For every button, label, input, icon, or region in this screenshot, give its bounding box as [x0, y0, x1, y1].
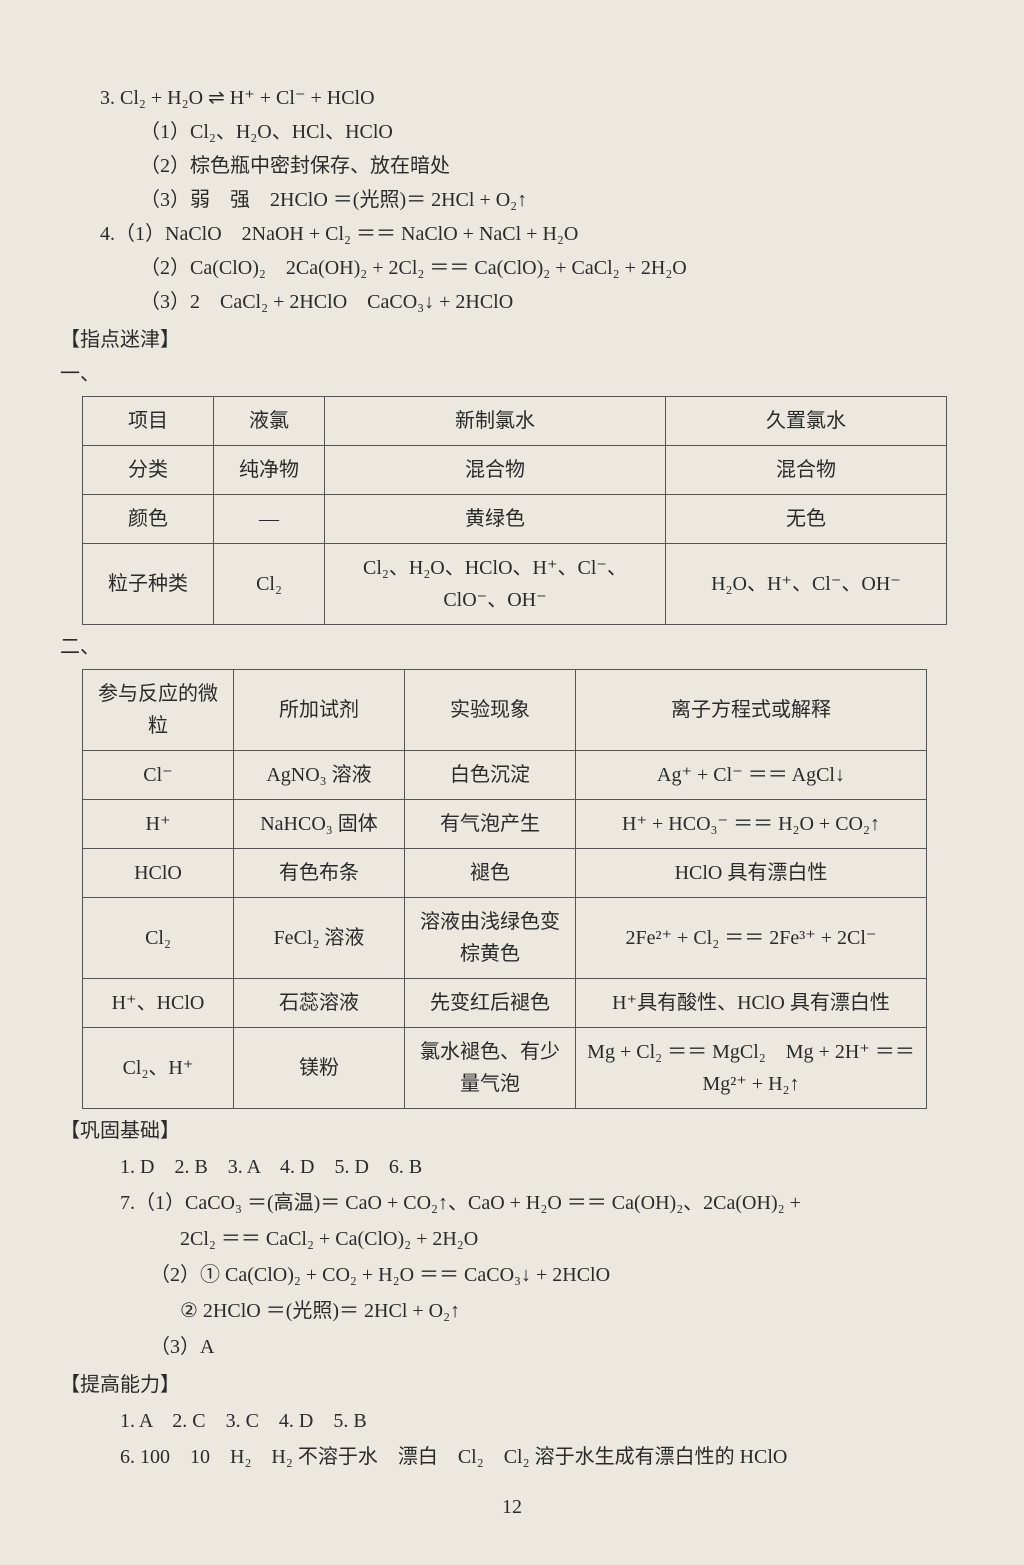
- cell: 褪色: [405, 849, 576, 898]
- cell: HClO: [83, 849, 234, 898]
- q3-main: 3. Cl₂ + H₂O ⇌ H⁺ + Cl⁻ + HClO: [100, 82, 964, 114]
- cell: 久置氯水: [666, 397, 947, 446]
- label-two: 二、: [60, 631, 964, 663]
- q4-sub3: （3）2 CaCl₂ + 2HClO CaCO₃↓ + 2HClO: [140, 286, 964, 318]
- cell: Cl₂、H⁺: [83, 1028, 234, 1109]
- cell: AgNO₃ 溶液: [234, 751, 405, 800]
- cell: H⁺: [83, 800, 234, 849]
- cell: NaHCO₃ 固体: [234, 800, 405, 849]
- cell: 镁粉: [234, 1028, 405, 1109]
- cell: HClO 具有漂白性: [576, 849, 927, 898]
- advanced-q6: 6. 100 10 H₂ H₂ 不溶于水 漂白 Cl₂ Cl₂ 溶于水生成有漂白…: [120, 1441, 964, 1473]
- q3-sub3: （3）弱 强 2HClO ＝(光照)＝ 2HCl + O₂↑: [140, 184, 964, 216]
- cell: Cl⁻: [83, 751, 234, 800]
- cell: H⁺具有酸性、HClO 具有漂白性: [576, 979, 927, 1028]
- cell: 有色布条: [234, 849, 405, 898]
- q7-3: （3）A: [150, 1331, 964, 1363]
- cell: H₂O、H⁺、Cl⁻、OH⁻: [666, 544, 947, 625]
- table-row: Cl₂ FeCl₂ 溶液 溶液由浅绿色变棕黄色 2Fe²⁺ + Cl₂ ＝＝ 2…: [83, 898, 927, 979]
- table-row: H⁺ NaHCO₃ 固体 有气泡产生 H⁺ + HCO₃⁻ ＝＝ H₂O + C…: [83, 800, 927, 849]
- advanced-answers: 1. A 2. C 3. C 4. D 5. B: [120, 1405, 964, 1437]
- q4-sub2: （2）Ca(ClO)₂ 2Ca(OH)₂ + 2Cl₂ ＝＝ Ca(ClO)₂ …: [140, 252, 964, 284]
- q7-1b: 2Cl₂ ＝＝ CaCl₂ + Ca(ClO)₂ + 2H₂O: [180, 1223, 964, 1255]
- table-row: 分类 纯净物 混合物 混合物: [83, 446, 947, 495]
- cell: 无色: [666, 495, 947, 544]
- cell: 氯水褪色、有少量气泡: [405, 1028, 576, 1109]
- cell: 黄绿色: [325, 495, 666, 544]
- cell: Mg + Cl₂ ＝＝ MgCl₂ Mg + 2H⁺ ＝＝ Mg²⁺ + H₂↑: [576, 1028, 927, 1109]
- table-row: Cl₂、H⁺ 镁粉 氯水褪色、有少量气泡 Mg + Cl₂ ＝＝ MgCl₂ M…: [83, 1028, 927, 1109]
- cell: 粒子种类: [83, 544, 214, 625]
- q7-2a: （2）① Ca(ClO)₂ + CO₂ + H₂O ＝＝ CaCO₃↓ + 2H…: [150, 1259, 964, 1291]
- cell: 离子方程式或解释: [576, 670, 927, 751]
- cell: 白色沉淀: [405, 751, 576, 800]
- cell: Ag⁺ + Cl⁻ ＝＝ AgCl↓: [576, 751, 927, 800]
- cell: Cl₂: [83, 898, 234, 979]
- cell: 新制氯水: [325, 397, 666, 446]
- cell: 所加试剂: [234, 670, 405, 751]
- cell: 纯净物: [214, 446, 325, 495]
- table-chlorine-comparison: 项目 液氯 新制氯水 久置氯水 分类 纯净物 混合物 混合物 颜色 — 黄绿色 …: [82, 396, 947, 625]
- cell: 分类: [83, 446, 214, 495]
- cell: 溶液由浅绿色变棕黄色: [405, 898, 576, 979]
- q3-sub2: （2）棕色瓶中密封保存、放在暗处: [140, 150, 964, 182]
- cell: 混合物: [666, 446, 947, 495]
- q4-sub1: 4.（1）NaClO 2NaOH + Cl₂ ＝＝ NaClO + NaCl +…: [100, 218, 964, 250]
- cell: 2Fe²⁺ + Cl₂ ＝＝ 2Fe³⁺ + 2Cl⁻: [576, 898, 927, 979]
- cell: 实验现象: [405, 670, 576, 751]
- table-row: Cl⁻ AgNO₃ 溶液 白色沉淀 Ag⁺ + Cl⁻ ＝＝ AgCl↓: [83, 751, 927, 800]
- q7-1a: 7.（1）CaCO₃ ＝(高温)＝ CaO + CO₂↑、CaO + H₂O ＝…: [120, 1187, 964, 1219]
- cell: —: [214, 495, 325, 544]
- basics-answers: 1. D 2. B 3. A 4. D 5. D 6. B: [120, 1151, 964, 1183]
- cell: 参与反应的微粒: [83, 670, 234, 751]
- table-row: 参与反应的微粒 所加试剂 实验现象 离子方程式或解释: [83, 670, 927, 751]
- cell: Cl₂: [214, 544, 325, 625]
- cell: 颜色: [83, 495, 214, 544]
- table-row: HClO 有色布条 褪色 HClO 具有漂白性: [83, 849, 927, 898]
- section-hints: 【指点迷津】: [60, 324, 964, 356]
- label-one: 一、: [60, 358, 964, 390]
- cell: H⁺、HClO: [83, 979, 234, 1028]
- cell: FeCl₂ 溶液: [234, 898, 405, 979]
- table-reactions: 参与反应的微粒 所加试剂 实验现象 离子方程式或解释 Cl⁻ AgNO₃ 溶液 …: [82, 669, 927, 1109]
- q7-2b: ② 2HClO ＝(光照)＝ 2HCl + O₂↑: [180, 1295, 964, 1327]
- section-basics: 【巩固基础】: [60, 1115, 964, 1147]
- cell: 先变红后褪色: [405, 979, 576, 1028]
- cell: 有气泡产生: [405, 800, 576, 849]
- table-row: 粒子种类 Cl₂ Cl₂、H₂O、HClO、H⁺、Cl⁻、ClO⁻、OH⁻ H₂…: [83, 544, 947, 625]
- table-row: 项目 液氯 新制氯水 久置氯水: [83, 397, 947, 446]
- page: 3. Cl₂ + H₂O ⇌ H⁺ + Cl⁻ + HClO （1）Cl₂、H₂…: [0, 0, 1024, 1565]
- table-row: H⁺、HClO 石蕊溶液 先变红后褪色 H⁺具有酸性、HClO 具有漂白性: [83, 979, 927, 1028]
- cell: 液氯: [214, 397, 325, 446]
- cell: 项目: [83, 397, 214, 446]
- cell: Cl₂、H₂O、HClO、H⁺、Cl⁻、ClO⁻、OH⁻: [325, 544, 666, 625]
- section-advanced: 【提高能力】: [60, 1369, 964, 1401]
- cell: H⁺ + HCO₃⁻ ＝＝ H₂O + CO₂↑: [576, 800, 927, 849]
- page-number: 12: [60, 1491, 964, 1523]
- table-row: 颜色 — 黄绿色 无色: [83, 495, 947, 544]
- cell: 混合物: [325, 446, 666, 495]
- q3-sub1: （1）Cl₂、H₂O、HCl、HClO: [140, 116, 964, 148]
- cell: 石蕊溶液: [234, 979, 405, 1028]
